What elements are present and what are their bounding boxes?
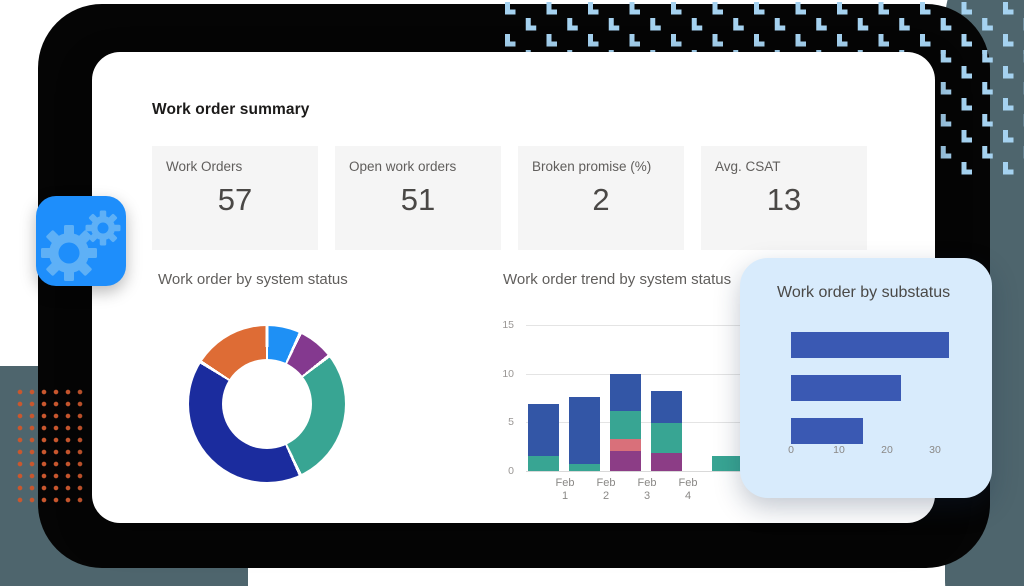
- stacked-bar-segment[interactable]: [651, 391, 682, 424]
- stacked-bar-segment[interactable]: [610, 373, 641, 411]
- kpi-card-work-orders[interactable]: Work Orders 57: [152, 146, 318, 250]
- stacked-bar-segment[interactable]: [712, 456, 743, 471]
- y-axis-tick-label: 10: [502, 367, 514, 380]
- substatus-bar[interactable]: [791, 375, 902, 401]
- substatus-chart-title: Work order by substatus: [777, 284, 951, 301]
- donut-chart-title: Work order by system status: [158, 271, 348, 288]
- x-axis-tick-label: Feb 4: [678, 477, 698, 502]
- kpi-value: 51: [400, 182, 436, 217]
- kpi-value: 13: [766, 182, 802, 217]
- x-axis-tick-label: Feb 3: [637, 477, 657, 502]
- gridline: [526, 373, 832, 375]
- trend-chart-title: Work order trend by system status: [503, 271, 732, 288]
- substatus-axis-tick-label: 20: [881, 444, 893, 456]
- y-axis-tick-label: 5: [508, 416, 514, 429]
- stacked-bar-segment[interactable]: [569, 397, 600, 465]
- stacked-bar-segment[interactable]: [651, 423, 682, 454]
- stacked-bar-segment[interactable]: [610, 438, 641, 451]
- kpi-value: 57: [217, 182, 253, 217]
- kpi-label: Open work orders: [349, 159, 457, 174]
- stacked-bar-segment[interactable]: [569, 464, 600, 471]
- substatus-axis-tick-label: 0: [788, 444, 794, 456]
- substatus-card: Work order by substatus 0 10 20 30: [740, 258, 992, 498]
- kpi-card-broken-promise[interactable]: Broken promise (%) 2: [518, 146, 684, 250]
- page-title: Work order summary: [152, 101, 310, 118]
- gears-icon[interactable]: [36, 196, 126, 286]
- substatus-axis-tick-label: 10: [833, 444, 845, 456]
- kpi-card-avg-csat[interactable]: Avg. CSAT 13: [701, 146, 867, 250]
- x-axis-line: [526, 471, 832, 472]
- stacked-bar-segment[interactable]: [610, 450, 641, 471]
- substatus-bar[interactable]: [791, 418, 863, 444]
- y-axis-tick-label: 0: [508, 465, 514, 477]
- stacked-bar-segment[interactable]: [528, 456, 559, 471]
- x-axis-tick-label: Feb 2: [596, 477, 616, 502]
- substatus-axis-tick-label: 30: [929, 444, 941, 456]
- kpi-label: Avg. CSAT: [715, 159, 781, 174]
- gridline: [526, 325, 832, 326]
- kpi-row: Work Orders 57 Open work orders 51 Broke…: [152, 146, 867, 250]
- kpi-label: Broken promise (%): [532, 159, 652, 174]
- kpi-card-open-work-orders[interactable]: Open work orders 51: [335, 146, 501, 250]
- stacked-bar-segment[interactable]: [528, 403, 559, 457]
- stacked-bar-segment[interactable]: [651, 453, 682, 471]
- kpi-value: 2: [592, 182, 610, 217]
- gear-glyphs: [41, 210, 121, 281]
- dot-grid-bottom-left: [14, 386, 88, 507]
- kpi-label: Work Orders: [166, 159, 243, 174]
- stacked-bar-segment[interactable]: [610, 410, 641, 439]
- pixel-pattern-top: [505, 0, 1024, 176]
- y-axis-tick-label: 15: [502, 319, 514, 331]
- substatus-bar[interactable]: [791, 332, 950, 358]
- trend-chart[interactable]: 0 5 10 15 Feb 1 Feb 2 Feb 3 Feb 4: [502, 319, 835, 502]
- donut-chart[interactable]: [189, 326, 345, 482]
- x-axis-tick-label: Feb 1: [555, 477, 575, 502]
